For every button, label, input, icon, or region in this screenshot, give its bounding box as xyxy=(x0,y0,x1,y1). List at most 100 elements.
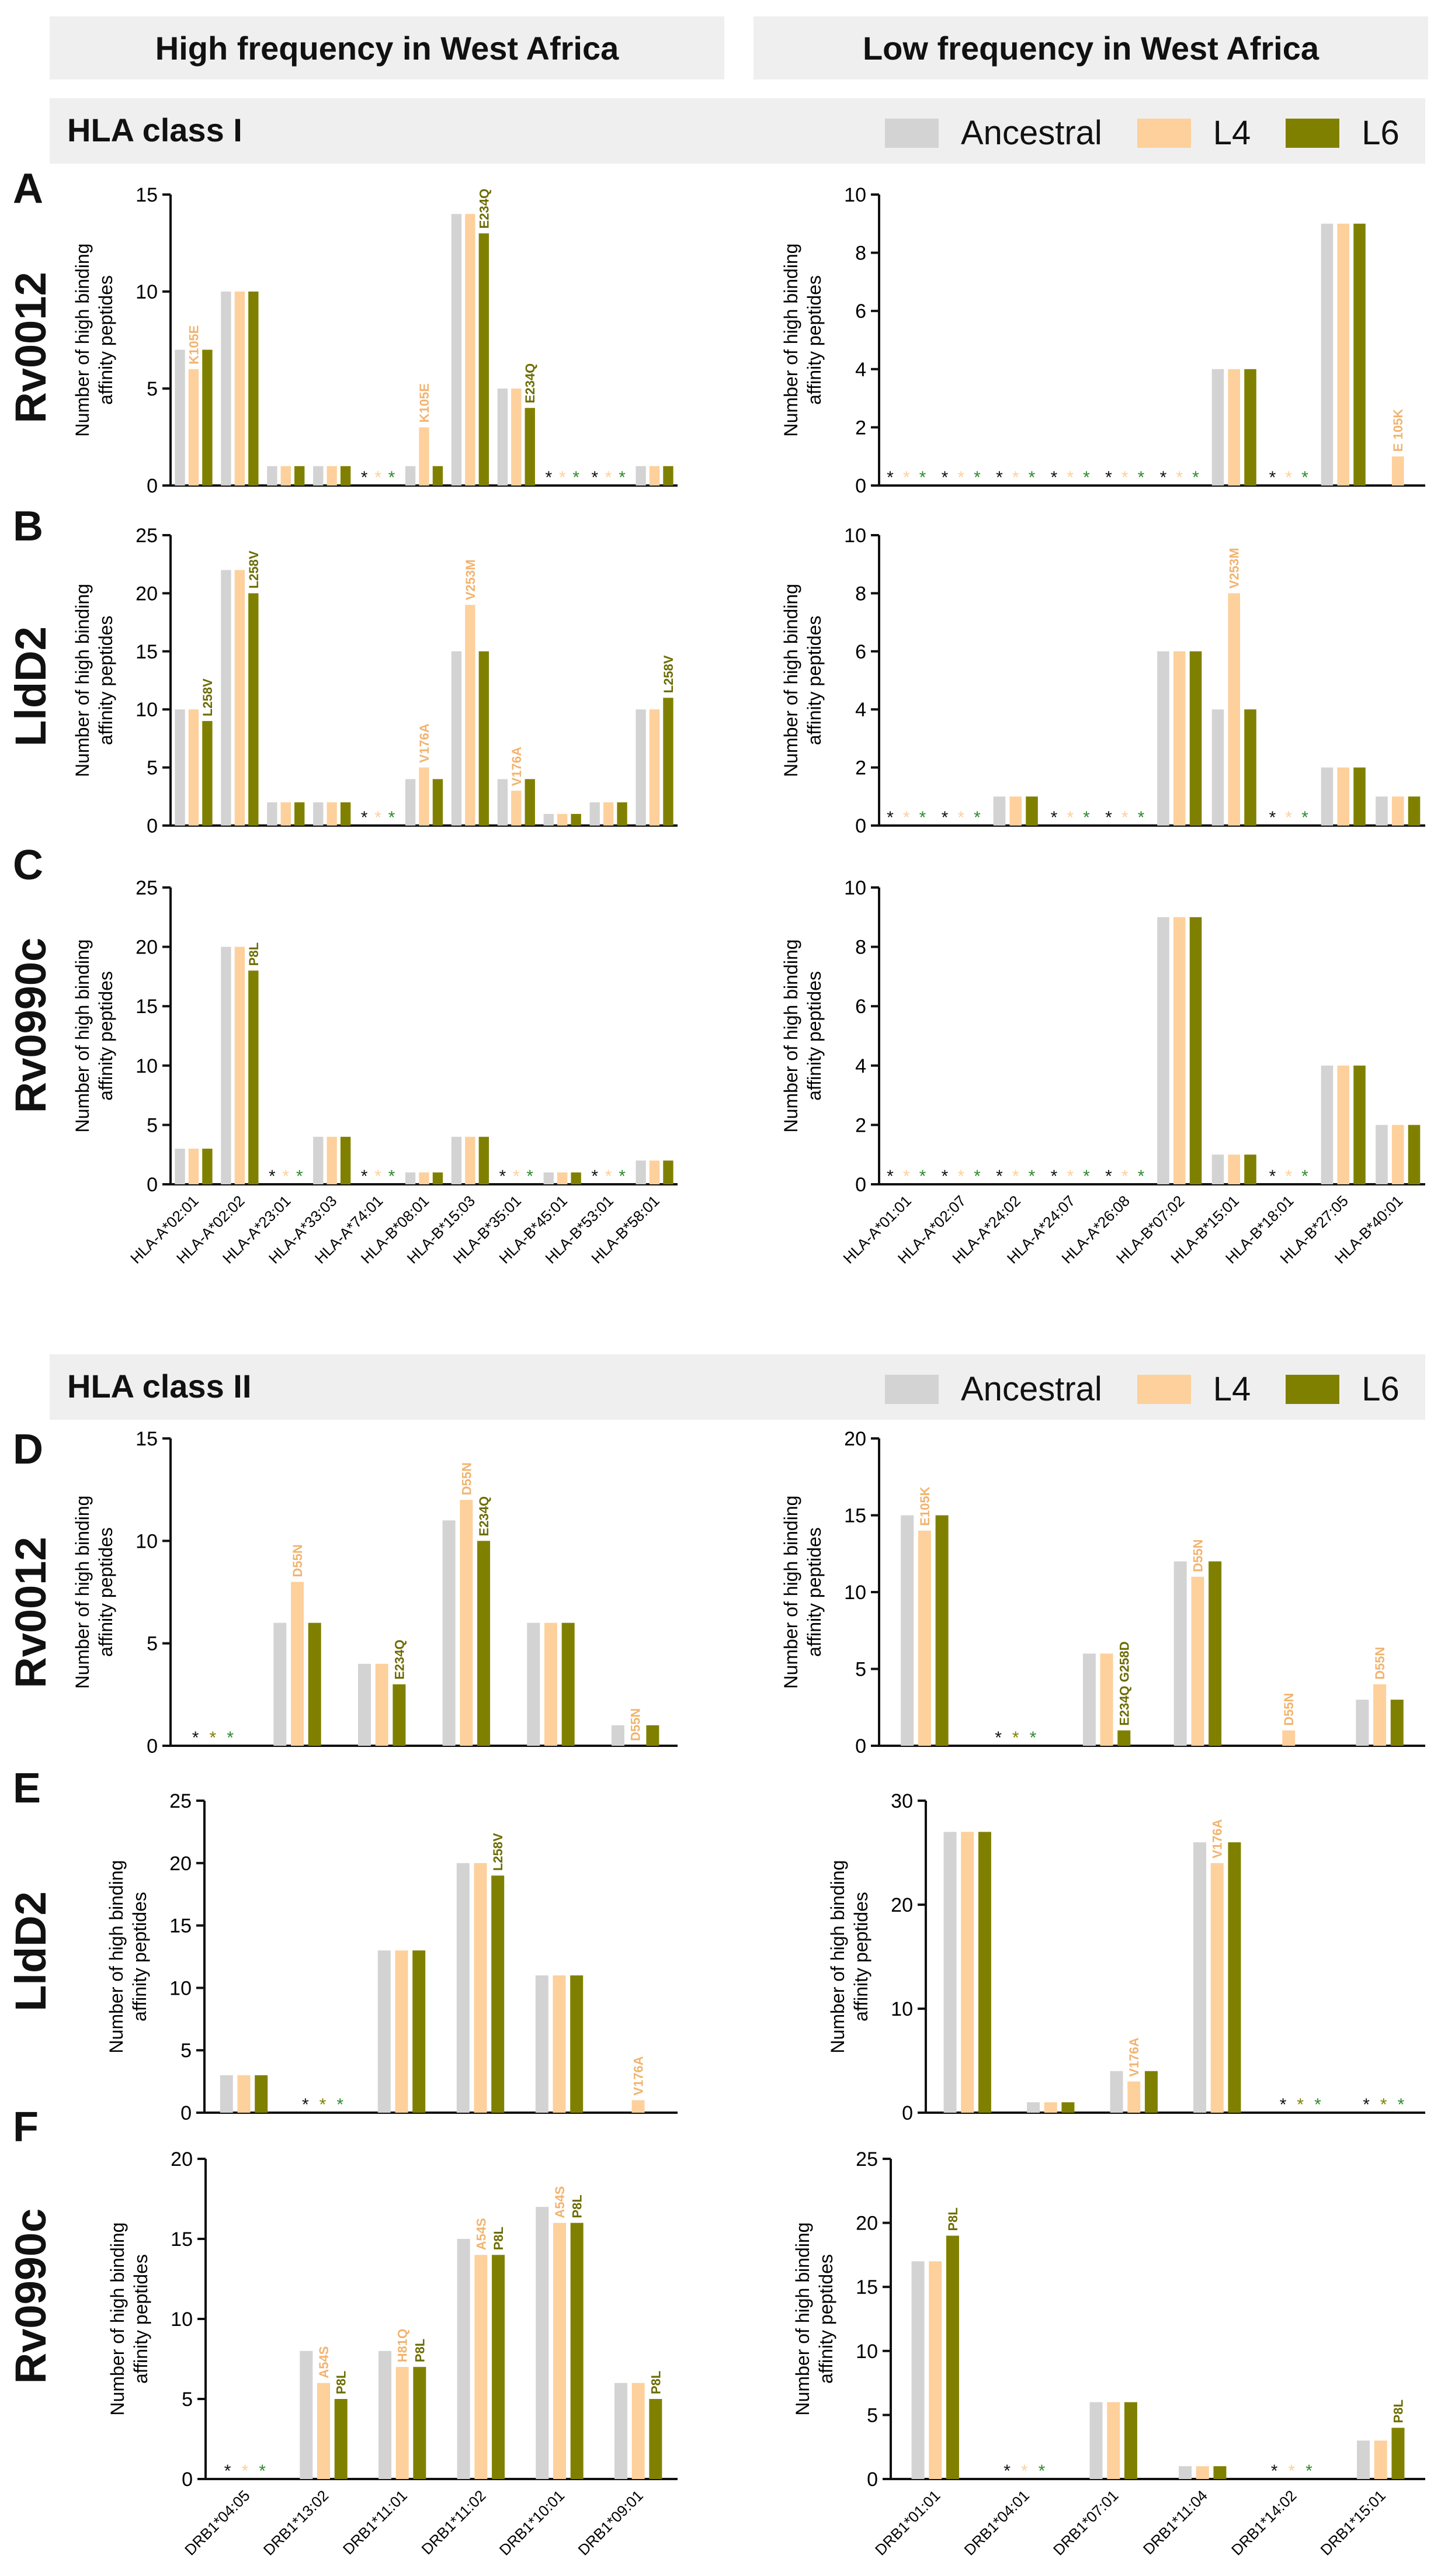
star-marker: * xyxy=(1288,2461,1295,2481)
star-marker: * xyxy=(591,1167,598,1186)
bar-l4 xyxy=(1391,796,1404,826)
bar-l6 xyxy=(570,1975,584,2113)
bar-l6 xyxy=(935,1515,949,1746)
bar-ancestral xyxy=(1376,1125,1388,1184)
legend-swatch-l4 xyxy=(1137,118,1191,148)
star-marker: * xyxy=(996,468,1003,487)
mutation-annotation: K105E xyxy=(186,325,201,365)
bar-l4 xyxy=(327,802,337,826)
bar-ancestral xyxy=(1376,796,1388,826)
bar-ancestral xyxy=(221,947,231,1184)
mutation-annotation: E 105K xyxy=(1391,409,1405,452)
star-marker: * xyxy=(526,1167,533,1186)
bar-l6 xyxy=(340,466,351,486)
mutation-annotation: V176A xyxy=(417,723,432,762)
bar-l4 xyxy=(1210,1863,1224,2113)
bar-l4 xyxy=(1196,2466,1209,2479)
bar-l4 xyxy=(544,1622,557,1746)
bar-ancestral xyxy=(535,1975,548,2113)
star-marker: * xyxy=(1012,468,1019,487)
legend-label-l4: L4 xyxy=(1213,114,1251,152)
y-tick-label: 10 xyxy=(856,2341,878,2363)
bar-ancestral xyxy=(451,651,462,826)
bar-ancestral xyxy=(1321,223,1334,486)
star-marker: * xyxy=(388,808,395,827)
bar-l4 xyxy=(631,2383,645,2479)
bar-ancestral xyxy=(1157,917,1169,1184)
star-marker: * xyxy=(887,468,894,487)
mutation-annotation: D55N xyxy=(628,1708,643,1741)
bar-l4 xyxy=(317,2383,330,2479)
bar-l4 xyxy=(603,802,614,826)
star-marker: * xyxy=(887,1167,894,1186)
header-low-frequency: Low frequency in West Africa xyxy=(753,16,1428,79)
star-marker: * xyxy=(1138,468,1145,487)
star-marker: * xyxy=(1192,468,1199,487)
bar-l6 xyxy=(663,698,673,826)
y-tick-label: 2 xyxy=(855,1114,866,1136)
bar-l6 xyxy=(1124,2402,1137,2479)
x-tick-label: DRB1*14:02 xyxy=(1228,2487,1300,2558)
bar-l6 xyxy=(478,651,489,826)
class-i-bar: HLA class I Ancestral L4 L6 xyxy=(50,98,1425,164)
bar-l4 xyxy=(1337,1065,1350,1184)
bar-l6 xyxy=(663,466,673,486)
y-tick-label: 4 xyxy=(855,699,866,721)
bar-l6 xyxy=(1244,369,1256,486)
bar-l4 xyxy=(465,1136,475,1184)
legend-label-ancestral: Ancestral xyxy=(961,1370,1102,1408)
x-tick-label: DRB1*13:02 xyxy=(260,2487,332,2558)
mutation-annotation: K105E xyxy=(417,383,432,422)
bar-l6 xyxy=(1353,223,1366,486)
mutation-annotation: V176A xyxy=(509,747,524,786)
star-marker: * xyxy=(1067,468,1074,487)
bar-ancestral xyxy=(1321,1065,1334,1184)
y-tick-label: 25 xyxy=(136,525,158,547)
bar-ancestral xyxy=(943,1832,957,2113)
y-axis-title: affinity peptides xyxy=(95,971,116,1101)
bar-l6 xyxy=(491,1875,505,2113)
mutation-annotation: L258V xyxy=(661,655,676,693)
bar-l4 xyxy=(961,1832,974,2113)
bar-l4 xyxy=(474,2255,488,2479)
bar-l6 xyxy=(393,1684,406,1746)
bar-l6 xyxy=(1061,2102,1075,2113)
y-tick-label: 15 xyxy=(136,641,158,663)
bar-l6 xyxy=(646,1725,659,1746)
bar-ancestral xyxy=(457,2239,470,2479)
bar-l4 xyxy=(1373,1684,1387,1746)
x-tick-label: DRB1*15:01 xyxy=(1317,2487,1389,2558)
bar-ancestral xyxy=(405,779,416,826)
star-marker: * xyxy=(919,1167,926,1186)
y-tick-label: 0 xyxy=(180,2102,192,2124)
star-marker: * xyxy=(1121,468,1128,487)
bar-ancestral xyxy=(589,802,600,826)
bar-l6 xyxy=(1117,1730,1131,1746)
bar-l6 xyxy=(294,802,305,826)
bar-l4 xyxy=(419,767,429,826)
mutation-annotation: A54S xyxy=(317,2346,331,2379)
mutation-annotation: H81Q xyxy=(395,2329,410,2362)
bar-l4 xyxy=(327,466,337,486)
star-marker: * xyxy=(1051,808,1058,827)
star-marker: * xyxy=(942,808,949,827)
mutation-annotation: L258V xyxy=(200,678,215,716)
legend-class-ii: Ancestral L4 L6 xyxy=(885,1370,1400,1409)
bar-l4 xyxy=(327,1136,337,1184)
bar-l4 xyxy=(419,427,429,486)
bar-l4 xyxy=(237,2075,251,2113)
y-tick-label: 15 xyxy=(171,2228,193,2251)
mutation-annotation: E234Q xyxy=(392,1639,407,1680)
star-marker: * xyxy=(1029,1167,1036,1186)
mutation-annotation: E234Q xyxy=(477,1496,491,1537)
x-tick-label: DRB1*09:01 xyxy=(574,2487,646,2558)
star-marker: * xyxy=(1380,2095,1387,2114)
mutation-annotation: V253M xyxy=(463,560,478,601)
bar-l4 xyxy=(1282,1730,1296,1746)
x-tick-label: DRB1*11:04 xyxy=(1140,2487,1211,2558)
bar-l4 xyxy=(234,292,245,486)
y-tick-label: 20 xyxy=(171,2148,193,2171)
star-marker: * xyxy=(1138,808,1145,827)
bar-l6 xyxy=(1244,709,1256,826)
star-marker: * xyxy=(1269,808,1276,827)
